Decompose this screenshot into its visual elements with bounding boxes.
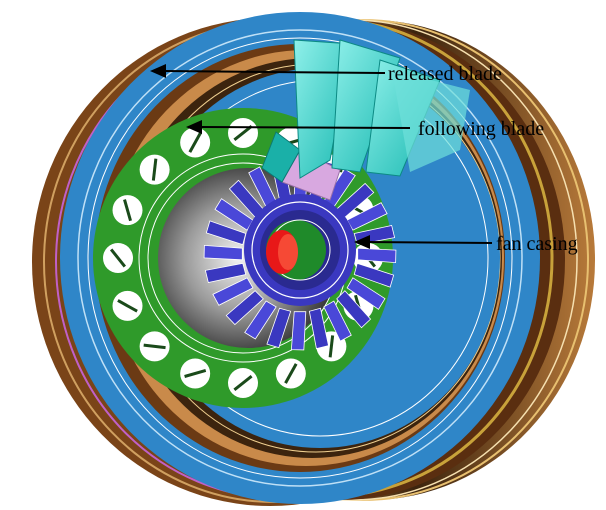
rotor-blade [212,277,254,306]
disk-hole [103,243,133,273]
disk-hole [112,290,143,321]
rotor-blade [266,307,292,349]
rotor-blade [346,277,386,310]
rotor-blade [336,290,372,329]
casing-arrow-head [354,235,370,249]
fan-casing-label: fan casing [496,233,578,255]
released-blade-label: released blade [388,63,502,85]
disk-hole [139,154,170,185]
rotor-blade [308,307,330,350]
annotation-arrows [150,64,493,249]
rotor-blade [323,300,352,342]
disk-hole [180,127,211,158]
disk-hole [228,368,258,398]
rotor-blade [357,247,397,264]
rotor-blade [203,244,243,261]
rotor-blade [290,311,307,351]
rotor-blade [205,220,247,246]
following-blade-label: following blade [418,118,544,140]
disk-hole [180,358,211,389]
rotor-blade [204,262,247,284]
central-hub [244,194,356,306]
rotor-blade [353,262,395,288]
disk-hole [228,118,258,148]
disk-hole [275,358,306,389]
released-arrow-line [163,70,386,74]
casing-arrow-line [367,241,493,244]
disk-hole [139,331,170,362]
rotor-blades [203,157,397,351]
following-arrow-line [199,126,411,129]
released-arrow-head [150,64,166,78]
following-arrow-head [186,120,202,134]
rotor-blade [225,290,264,326]
rotor-blade [244,300,277,340]
disk-hole [112,195,143,226]
